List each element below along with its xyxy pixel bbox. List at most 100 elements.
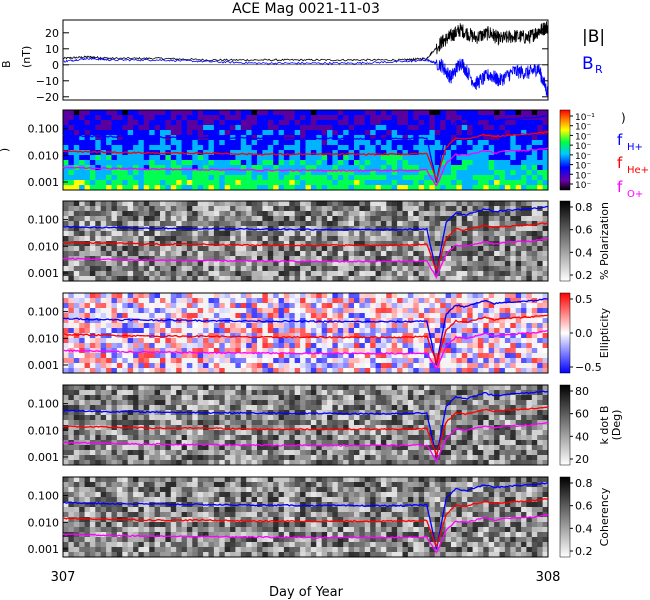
spectrogram-cell — [359, 175, 366, 181]
spectrogram-cell — [494, 266, 500, 272]
spectrogram-cell — [418, 308, 425, 314]
spectrogram-cell — [267, 333, 274, 339]
spectrogram-cell — [364, 333, 371, 339]
spectrogram-cell — [499, 338, 506, 344]
spectrogram-cell — [456, 165, 463, 171]
spectrogram-cell — [451, 241, 457, 247]
spectrogram-cell — [424, 261, 430, 267]
spectrogram-cell — [321, 303, 328, 309]
spectrogram-cell — [402, 323, 409, 329]
spectrogram-cell — [289, 368, 296, 374]
spectrogram-cell — [176, 368, 183, 374]
spectrogram-cell — [386, 206, 393, 212]
spectrogram-cell — [116, 328, 123, 334]
spectrogram-cell — [235, 246, 242, 252]
spectrogram-cell — [257, 130, 263, 136]
spectrogram-cell — [364, 308, 371, 314]
spectrogram-cell — [327, 125, 333, 131]
spectrogram-cell — [370, 271, 377, 277]
spectrogram-cell — [224, 430, 231, 436]
spectrogram-cell — [515, 185, 522, 191]
spectrogram-cell — [440, 110, 447, 116]
spectrogram-cell — [203, 246, 209, 252]
spectrogram-cell — [407, 246, 414, 252]
spectrogram-cell — [116, 440, 123, 446]
spectrogram-cell — [154, 430, 161, 436]
spectrogram-cell — [537, 150, 544, 156]
spectrogram-cell — [283, 261, 290, 267]
spectrogram-cell — [219, 450, 226, 456]
spectrogram-cell — [337, 115, 344, 121]
spectrogram-cell — [483, 155, 490, 161]
spectrogram-cell — [467, 333, 474, 339]
spectrogram-cell — [73, 150, 80, 156]
spectrogram-cell — [370, 226, 377, 232]
spectrogram-cell — [116, 266, 123, 272]
spectrogram-cell — [170, 358, 177, 364]
spectrogram-cell — [467, 221, 474, 227]
spectrogram-cell — [407, 271, 414, 277]
spectrogram-cell — [445, 236, 452, 242]
spectrogram-cell — [251, 298, 258, 304]
spectrogram-cell — [203, 160, 209, 166]
spectrogram-cell — [386, 293, 393, 299]
spectrogram-cell — [305, 150, 312, 156]
spectrogram-cell — [203, 348, 209, 354]
spectrogram-cell — [95, 313, 102, 319]
spectrogram-cell — [122, 160, 129, 166]
spectrogram-cell — [116, 231, 123, 237]
spectrogram-cell — [246, 455, 253, 461]
spectrogram-cell — [526, 266, 533, 272]
spectrogram-cell — [176, 298, 183, 304]
spectrogram-cell — [68, 395, 75, 401]
spectrogram-cell — [359, 276, 366, 282]
spectrogram-cell — [95, 308, 102, 314]
spectrogram-cell — [208, 450, 215, 456]
spectrogram-cell — [181, 256, 188, 262]
spectrogram-cell — [526, 318, 533, 324]
spectrogram-cell — [278, 160, 285, 166]
spectrogram-cell — [106, 455, 112, 461]
spectrogram-cell — [160, 211, 166, 217]
spectrogram-cell — [537, 140, 544, 146]
spectrogram-cell — [224, 425, 231, 431]
spectrogram-cell — [397, 261, 403, 267]
spectrogram-cell — [230, 363, 236, 369]
spectrogram-cell — [246, 343, 253, 349]
spectrogram-cell — [477, 256, 484, 262]
spectrogram-cell — [246, 435, 253, 441]
spectrogram-cell — [445, 368, 452, 374]
spectrogram-cell — [73, 266, 80, 272]
spectrogram-cell — [89, 333, 96, 339]
spectrogram-cell — [380, 318, 387, 324]
spectrogram-cell — [402, 343, 409, 349]
spectrogram-cell — [283, 338, 290, 344]
spectrogram-cell — [542, 180, 549, 186]
spectrogram-cell — [235, 343, 242, 349]
spectrogram-cell — [63, 395, 69, 401]
spectrogram-cell — [138, 206, 145, 212]
spectrogram-cell — [111, 420, 118, 426]
spectrogram-cell — [160, 405, 166, 411]
spectrogram-cell — [246, 211, 253, 217]
spectrogram-cell — [494, 206, 500, 212]
ytick-label: 0.010 — [28, 149, 60, 162]
spectrogram-cell — [219, 140, 226, 146]
spectrogram-cell — [84, 298, 91, 304]
spectrogram-cell — [278, 293, 285, 299]
spectrogram-cell — [316, 125, 323, 131]
spectrogram-cell — [477, 353, 484, 359]
spectrogram-cell — [337, 271, 344, 277]
spectrogram-cell — [359, 358, 366, 364]
spectrogram-cell — [192, 455, 199, 461]
spectrogram-cell — [192, 303, 199, 309]
spectrogram-cell — [461, 266, 468, 272]
spectrogram-cell — [262, 221, 269, 227]
spectrogram-cell — [273, 298, 280, 304]
spectrogram-cell — [127, 410, 134, 416]
spectrogram-cell — [203, 170, 209, 176]
spectrogram-cell — [251, 323, 258, 329]
spectrogram-cell — [391, 246, 398, 252]
spectrogram-cell — [160, 155, 166, 161]
spectrogram-cell — [316, 236, 323, 242]
